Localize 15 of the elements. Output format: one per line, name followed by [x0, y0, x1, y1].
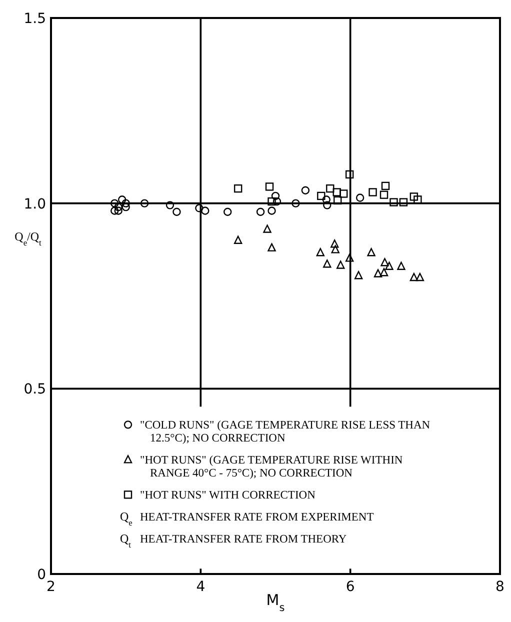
x-tick-label: 6: [346, 579, 355, 595]
legend-label: "HOT RUNS" WITH CORRECTION: [140, 490, 316, 502]
annotation: Q$_{e}$ HEAT-TRANSFER RATE FROM EXPERIMENT: [120, 510, 374, 528]
x-axis-title: M$_{s}$: [266, 591, 285, 614]
legend-label: "COLD RUNS" (GAGE TEMPERATURE RISE LESS THAN 12.5°C); NO CORRECTION: [140, 420, 431, 445]
y-tick-label: 1.5: [24, 11, 46, 27]
y-tick-label: 1.0: [24, 196, 46, 212]
y-axis-title: Q$_{e}$/Q$_{t}$: [14, 229, 42, 247]
annotation: Q$_{t}$ HEAT-TRANSFER RATE FROM THEORY: [120, 532, 348, 550]
x-tick-label: 4: [196, 579, 206, 595]
x-tick-label: 2: [46, 579, 56, 595]
x-tick-label: 8: [496, 579, 504, 595]
y-tick-label: 0: [37, 567, 46, 583]
legend-label: "HOT RUNS" (GAGE TEMPERATURE RISE WITHIN RANGE 40°C - 75°C); NO CORRECTION: [140, 454, 404, 480]
y-tick-label: 0.5: [24, 382, 46, 398]
